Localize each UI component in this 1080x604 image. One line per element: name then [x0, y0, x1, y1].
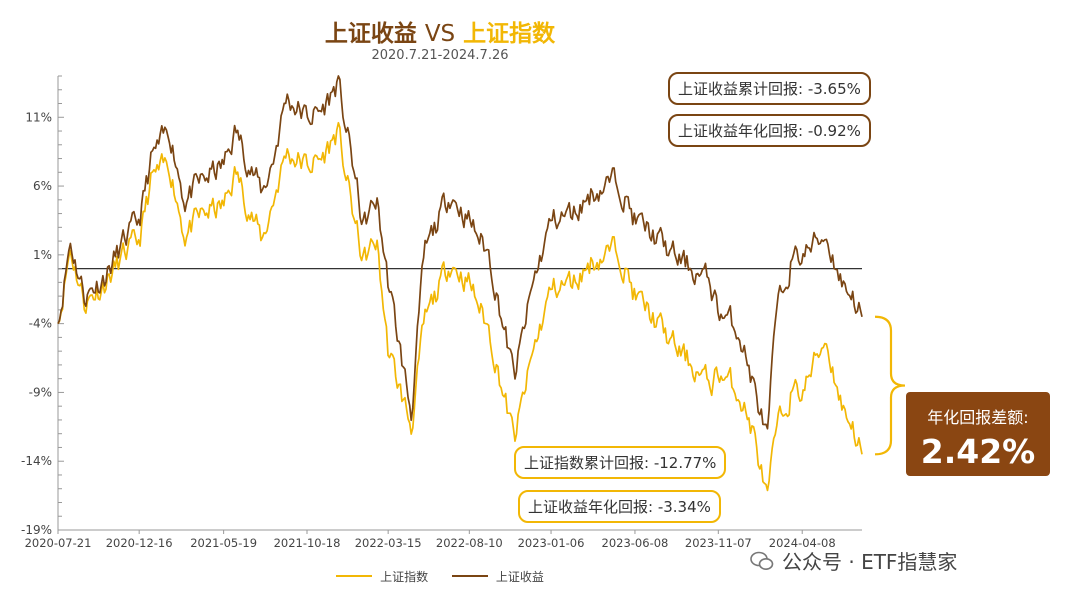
x-tick-label: 2020-07-21 [25, 536, 92, 550]
index-cumulative-label: 上证指数累计回报: -12.77% [514, 446, 727, 479]
y-tick-label: 6% [33, 179, 52, 193]
annual-diff-box: 年化回报差额: 2.42% [906, 392, 1050, 476]
chart-lines [57, 75, 863, 492]
series-line-index [57, 121, 863, 492]
x-tick-label: 2021-05-19 [190, 536, 257, 550]
legend-swatch-index [336, 575, 373, 577]
legend-label-income: 上证收益 [495, 569, 544, 584]
title-index: 上证指数 [463, 21, 556, 47]
annual-diff-label: 年化回报差额: [927, 408, 1029, 427]
x-tick-label: 2023-11-07 [685, 536, 752, 550]
y-tick-label: -9% [29, 385, 52, 399]
index-annualized-label: 上证收益年化回报: -3.34% [518, 490, 721, 523]
series-line-income [57, 75, 863, 430]
y-tick-label: -14% [21, 454, 52, 468]
x-tick-label: 2020-12-16 [106, 536, 173, 550]
y-tick-label: 1% [33, 248, 52, 262]
watermark-text: 公众号 · ETF指慧家 [782, 550, 958, 574]
chart-subtitle: 2020.7.21-2024.7.26 [371, 48, 509, 63]
legend-swatch-income [451, 575, 488, 577]
x-tick-label: 2023-06-08 [602, 536, 669, 550]
income-annualized-label: 上证收益年化回报: -0.92% [668, 114, 871, 147]
y-tick-label: -4% [29, 317, 52, 331]
title-vs: VS [424, 21, 456, 47]
legend-label-index: 上证指数 [380, 569, 429, 584]
x-tick-label: 2023-01-06 [518, 536, 585, 550]
watermark: 公众号 · ETF指慧家 [750, 546, 957, 575]
title-income: 上证收益 [324, 21, 417, 47]
brace-path [874, 315, 906, 456]
x-tick-label: 2022-08-10 [436, 536, 503, 550]
chart-ticks: 11% 6% 1% -4% -9% -14% -19%2020-07-21 2020-12-1… [21, 75, 836, 550]
y-tick-label: 11% [25, 110, 52, 124]
wechat-icon [750, 551, 774, 570]
legend-item-index: 上证指数 [336, 568, 428, 585]
x-tick-label: 2021-10-18 [274, 536, 341, 550]
annual-diff-value: 2.42% [920, 432, 1036, 471]
gap-brace [874, 315, 906, 456]
chart-legend: 上证指数 上证收益 [0, 566, 880, 585]
x-tick-label: 2022-03-15 [355, 536, 422, 550]
y-tick-label: -19% [21, 523, 52, 537]
legend-item-income: 上证收益 [451, 568, 544, 585]
x-tick-label: 2024-04-08 [769, 536, 836, 550]
chart-title: 上证收益 VS 上证指数 [0, 14, 880, 48]
income-cumulative-label: 上证收益累计回报: -3.65% [668, 72, 871, 105]
chart-axes [57, 76, 862, 531]
